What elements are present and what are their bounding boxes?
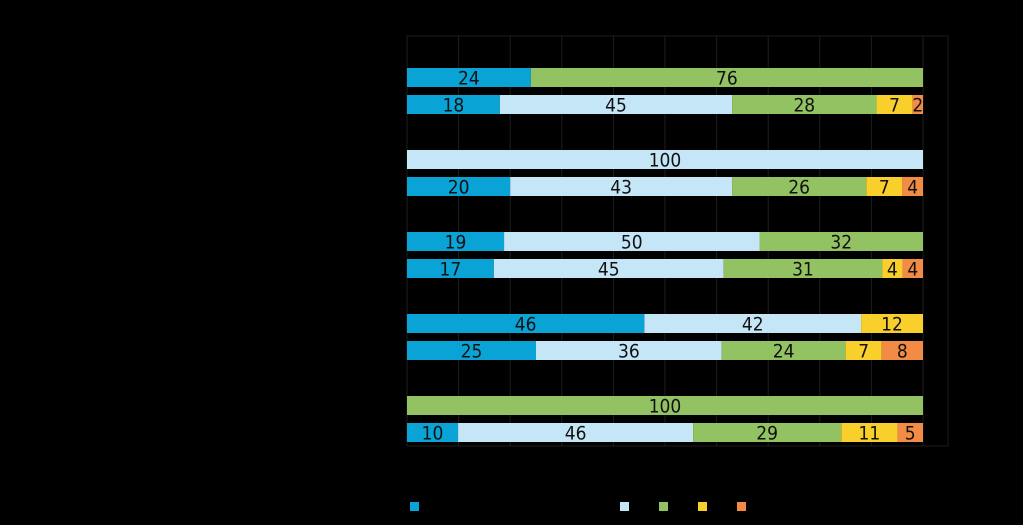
- bar-segment: [407, 259, 494, 278]
- bar-segment: [499, 95, 733, 114]
- bar-segment: [407, 396, 923, 415]
- bar-segment: [732, 95, 877, 114]
- bar-segment: [841, 423, 898, 442]
- bar-segment: [407, 314, 645, 333]
- bar-segment: [721, 341, 846, 360]
- bar-segment: [407, 341, 536, 360]
- data-label: 100: [649, 150, 682, 172]
- data-label: 29: [756, 423, 778, 445]
- bar-segment: [876, 95, 913, 114]
- bar-segment: [882, 259, 903, 278]
- data-label: 31: [792, 259, 814, 281]
- legend-swatch-3: [659, 502, 668, 511]
- bar-segment: [407, 68, 531, 87]
- data-label: 32: [830, 232, 852, 254]
- data-label: 25: [461, 341, 483, 363]
- legend-swatch-1: [410, 502, 419, 511]
- data-label: 7: [879, 177, 890, 199]
- data-label: 46: [515, 314, 537, 336]
- data-label: 43: [610, 177, 632, 199]
- data-label: 7: [889, 95, 900, 117]
- bar-segment: [881, 341, 923, 360]
- data-label: 17: [440, 259, 462, 281]
- data-label: 8: [897, 341, 908, 363]
- data-label: 100: [649, 396, 682, 418]
- bar-segment: [644, 314, 862, 333]
- bar-segment: [723, 259, 883, 278]
- bar-segment: [407, 232, 505, 251]
- data-label: 11: [858, 423, 880, 445]
- bar-segment: [902, 177, 923, 196]
- data-label: 24: [458, 68, 480, 90]
- data-label: 45: [605, 95, 627, 117]
- legend: [0, 500, 1023, 514]
- data-label: 18: [443, 95, 465, 117]
- bar-segment: [912, 95, 923, 114]
- bar-segment: [493, 259, 724, 278]
- bar-segment: [861, 314, 923, 333]
- bar-segment: [530, 68, 923, 87]
- data-label: 50: [621, 232, 643, 254]
- legend-swatch-4: [698, 502, 707, 511]
- data-label: 19: [445, 232, 467, 254]
- bar-segment: [759, 232, 923, 251]
- legend-swatch-2: [620, 502, 629, 511]
- bar-segment: [536, 341, 722, 360]
- data-label: 4: [907, 259, 918, 281]
- data-label: 46: [565, 423, 587, 445]
- data-label: 4: [887, 259, 898, 281]
- data-label: 5: [905, 423, 916, 445]
- bar-series: [407, 68, 923, 442]
- data-label: 26: [788, 177, 810, 199]
- bar-segment: [732, 177, 867, 196]
- data-label: 42: [742, 314, 764, 336]
- bar-segment: [407, 150, 923, 169]
- bar-segment: [902, 259, 923, 278]
- bar-segment: [504, 232, 760, 251]
- data-label: 76: [716, 68, 738, 90]
- bar-segment: [407, 177, 511, 196]
- data-label: 2: [912, 95, 923, 117]
- data-label: 20: [448, 177, 470, 199]
- data-label: 45: [598, 259, 620, 281]
- bar-segment: [866, 177, 903, 196]
- data-label: 10: [422, 423, 444, 445]
- bar-segment: [407, 423, 459, 442]
- data-label: 28: [793, 95, 815, 117]
- bar-segment: [510, 177, 733, 196]
- data-label: 7: [858, 341, 869, 363]
- bar-segment: [458, 423, 694, 442]
- bar-segment: [407, 95, 500, 114]
- bar-segment: [693, 423, 842, 442]
- legend-swatch-5: [737, 502, 746, 511]
- data-label: 36: [618, 341, 640, 363]
- data-label: 4: [907, 177, 918, 199]
- bar-segment: [845, 341, 882, 360]
- data-label: 12: [881, 314, 903, 336]
- bar-segment: [897, 423, 923, 442]
- data-label: 24: [773, 341, 795, 363]
